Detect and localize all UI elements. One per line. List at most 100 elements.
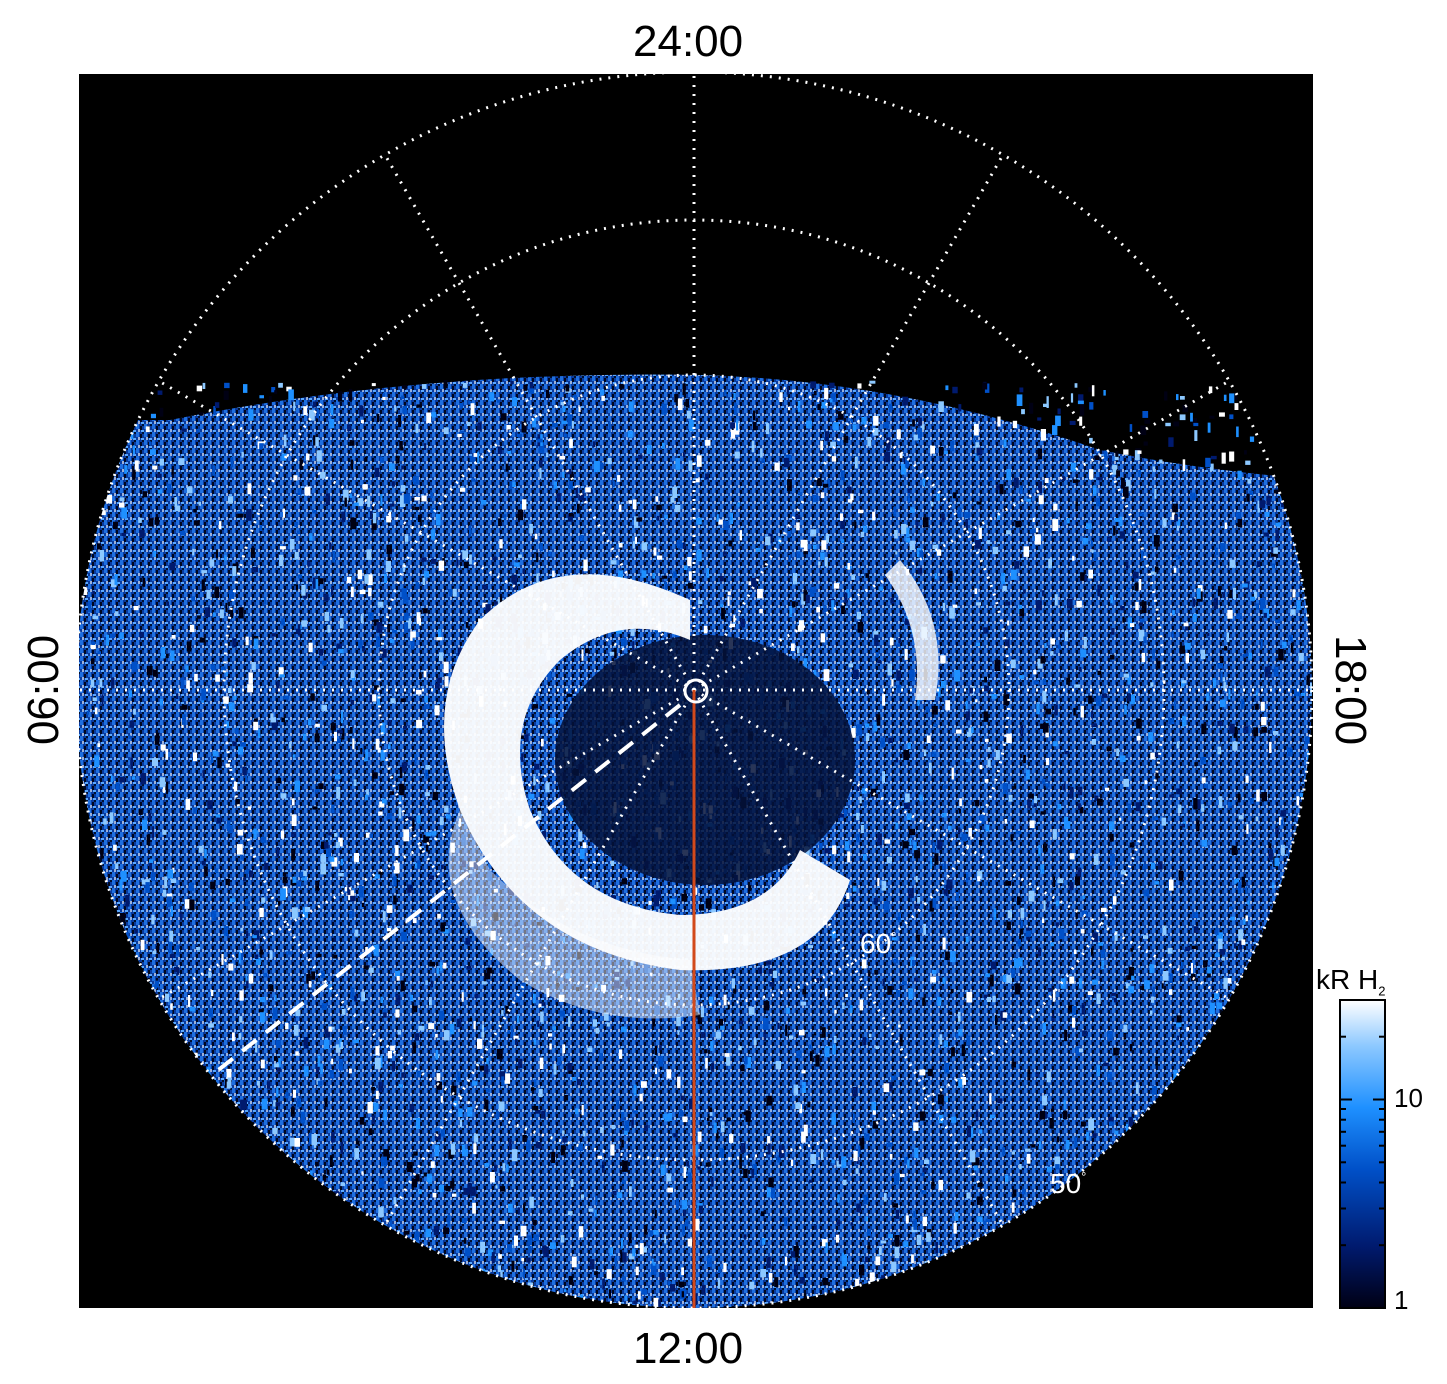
emission-pixel bbox=[1029, 402, 1034, 414]
emission-pixel bbox=[976, 1196, 983, 1205]
emission-pixel bbox=[226, 1068, 232, 1079]
emission-pixel bbox=[923, 923, 926, 935]
emission-pixel bbox=[619, 504, 622, 512]
emission-pixel bbox=[1194, 762, 1197, 767]
emission-pixel bbox=[751, 1168, 755, 1178]
emission-pixel bbox=[801, 1070, 806, 1074]
emission-pixel bbox=[1176, 1022, 1182, 1027]
emission-pixel bbox=[880, 737, 886, 748]
emission-pixel bbox=[429, 961, 435, 967]
emission-pixel bbox=[349, 440, 355, 446]
emission-pixel bbox=[166, 896, 172, 907]
emission-pixel bbox=[250, 547, 255, 558]
emission-pixel bbox=[818, 842, 823, 849]
emission-pixel bbox=[1015, 830, 1022, 835]
emission-pixel bbox=[1181, 680, 1187, 684]
emission-pixel bbox=[176, 945, 180, 956]
emission-pixel bbox=[152, 758, 158, 766]
emission-pixel bbox=[950, 951, 956, 963]
emission-pixel bbox=[1033, 680, 1039, 685]
emission-pixel bbox=[1245, 775, 1249, 783]
emission-pixel bbox=[326, 1169, 330, 1175]
emission-pixel bbox=[856, 611, 861, 620]
emission-pixel bbox=[866, 1228, 871, 1236]
emission-pixel bbox=[1242, 653, 1248, 657]
emission-pixel bbox=[654, 627, 658, 634]
emission-pixel bbox=[1128, 966, 1134, 976]
emission-pixel bbox=[862, 525, 868, 533]
emission-pixel bbox=[294, 780, 300, 792]
emission-pixel bbox=[976, 1216, 983, 1223]
emission-pixel bbox=[1220, 543, 1226, 552]
emission-pixel bbox=[655, 890, 662, 899]
emission-pixel bbox=[211, 910, 217, 921]
emission-pixel bbox=[425, 832, 432, 837]
emission-pixel bbox=[1044, 478, 1049, 483]
emission-pixel bbox=[1019, 608, 1025, 617]
emission-pixel bbox=[1080, 572, 1086, 581]
emission-pixel bbox=[462, 1149, 468, 1156]
emission-pixel bbox=[138, 517, 142, 523]
emission-pixel bbox=[294, 1138, 300, 1147]
emission-pixel bbox=[499, 1220, 506, 1224]
emission-pixel bbox=[873, 898, 878, 905]
emission-pixel bbox=[146, 834, 151, 846]
emission-pixel bbox=[867, 436, 872, 447]
emission-pixel bbox=[260, 997, 266, 1003]
emission-pixel bbox=[500, 1186, 506, 1192]
emission-pixel bbox=[982, 382, 988, 390]
emission-pixel bbox=[1005, 639, 1010, 648]
emission-pixel bbox=[941, 513, 945, 523]
emission-pixel bbox=[349, 1068, 352, 1074]
emission-pixel bbox=[1011, 1061, 1016, 1068]
emission-pixel bbox=[1248, 726, 1251, 734]
emission-pixel bbox=[793, 1084, 799, 1096]
emission-pixel bbox=[157, 489, 162, 494]
emission-pixel bbox=[446, 814, 451, 819]
emission-pixel bbox=[392, 866, 395, 870]
emission-pixel bbox=[683, 1008, 687, 1017]
emission-pixel bbox=[171, 635, 176, 639]
emission-pixel bbox=[465, 1247, 471, 1257]
emission-pixel bbox=[400, 980, 405, 992]
colorbar-tick-1: 1 bbox=[1394, 1285, 1409, 1315]
emission-pixel bbox=[528, 388, 535, 394]
emission-pixel bbox=[169, 562, 176, 571]
emission-pixel bbox=[232, 566, 237, 576]
emission-pixel bbox=[1114, 518, 1120, 522]
emission-pixel bbox=[399, 577, 402, 581]
emission-pixel bbox=[1177, 804, 1182, 813]
emission-pixel bbox=[1079, 1048, 1084, 1053]
emission-pixel bbox=[277, 1065, 281, 1072]
emission-pixel bbox=[266, 1081, 271, 1089]
emission-pixel bbox=[296, 881, 302, 887]
emission-pixel bbox=[470, 403, 475, 416]
emission-pixel bbox=[506, 425, 511, 430]
emission-pixel bbox=[139, 530, 145, 538]
emission-pixel bbox=[1230, 916, 1235, 921]
emission-pixel bbox=[1056, 922, 1059, 927]
emission-pixel bbox=[239, 1016, 243, 1023]
emission-pixel bbox=[909, 669, 915, 682]
emission-pixel bbox=[1082, 537, 1089, 545]
emission-pixel bbox=[316, 450, 322, 462]
emission-pixel bbox=[753, 1038, 757, 1045]
emission-pixel bbox=[329, 418, 335, 429]
emission-pixel bbox=[874, 634, 879, 646]
emission-pixel bbox=[1011, 569, 1017, 580]
emission-pixel bbox=[899, 452, 903, 459]
emission-pixel bbox=[466, 421, 471, 426]
emission-pixel bbox=[1237, 518, 1243, 528]
emission-pixel bbox=[1260, 701, 1265, 711]
emission-pixel bbox=[193, 508, 197, 513]
emission-pixel bbox=[1221, 452, 1226, 464]
emission-pixel bbox=[861, 788, 867, 794]
emission-pixel bbox=[423, 1172, 428, 1177]
emission-pixel bbox=[368, 967, 374, 973]
emission-pixel bbox=[257, 729, 261, 738]
meridian-grid-line bbox=[158, 379, 695, 692]
emission-pixel bbox=[1060, 978, 1066, 989]
emission-pixel bbox=[421, 495, 427, 502]
emission-pixel bbox=[1043, 403, 1049, 407]
emission-pixel bbox=[1086, 523, 1092, 530]
